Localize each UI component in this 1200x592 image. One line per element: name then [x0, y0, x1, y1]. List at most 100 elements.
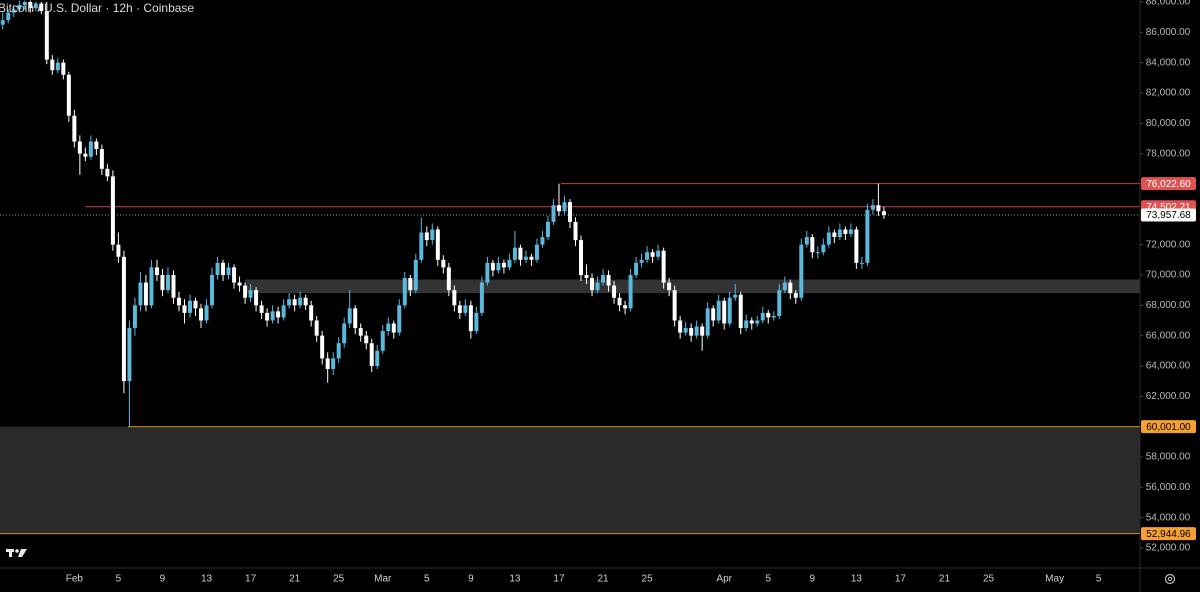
- candle-body: [733, 294, 738, 298]
- candle-body: [276, 311, 281, 318]
- candle-body: [479, 282, 484, 313]
- candle-body: [870, 205, 875, 210]
- candle-body: [204, 305, 209, 321]
- y-tick-label: 86,000.00: [1146, 27, 1191, 38]
- candle-body: [672, 290, 677, 321]
- candle-body: [121, 256, 126, 382]
- x-tick-label: 25: [983, 574, 995, 585]
- x-tick-label: 17: [245, 574, 257, 585]
- y-tick-label: 88,000.00: [1146, 0, 1191, 8]
- candle-body: [193, 300, 198, 309]
- candle-body: [380, 331, 385, 351]
- candle-body: [700, 326, 705, 336]
- candle-body: [496, 262, 501, 271]
- candle-body: [865, 209, 870, 263]
- candle-body: [188, 300, 192, 313]
- candle-body: [364, 335, 369, 344]
- candle-body: [551, 205, 556, 222]
- candle-body: [446, 267, 451, 291]
- candle-body: [507, 259, 512, 268]
- candle-body: [606, 274, 611, 286]
- x-tick-label: 5: [116, 574, 122, 585]
- settings-button[interactable]: [1164, 573, 1176, 585]
- x-tick-label: 21: [289, 574, 301, 585]
- candle-body: [876, 205, 881, 212]
- candle-body: [127, 328, 132, 382]
- y-tick-label: 72,000.00: [1146, 239, 1191, 250]
- y-tick-label: 62,000.00: [1146, 391, 1191, 402]
- candle-body: [22, 1, 27, 6]
- candle-body: [160, 274, 165, 291]
- y-tick-label: 68,000.00: [1146, 300, 1191, 311]
- candle-body: [777, 290, 782, 316]
- candle-body: [474, 312, 479, 332]
- candle-body: [441, 259, 446, 268]
- candle-body: [689, 328, 694, 336]
- x-tick-label: 21: [597, 574, 609, 585]
- candle-body: [83, 153, 88, 157]
- candle-body: [529, 256, 534, 260]
- y-tick-label: 66,000.00: [1146, 330, 1191, 341]
- candle-body: [722, 300, 727, 324]
- x-tick-label: 13: [851, 574, 863, 585]
- y-tick-label: 56,000.00: [1146, 482, 1191, 493]
- y-tick-label: 58,000.00: [1146, 452, 1191, 463]
- zone: [245, 279, 1140, 294]
- candle-body: [6, 12, 11, 21]
- candle-body: [33, 3, 38, 9]
- y-tick-label: 80,000.00: [1146, 118, 1191, 129]
- candle-body: [573, 221, 578, 241]
- candle-body: [171, 274, 176, 298]
- price-label-box: [1141, 177, 1196, 191]
- candle-body: [821, 244, 826, 253]
- candle-body: [314, 320, 319, 336]
- candle-body: [634, 262, 639, 275]
- candle-body: [237, 282, 242, 286]
- candle-body: [601, 274, 606, 283]
- candle-body: [50, 59, 55, 71]
- candle-body: [694, 326, 699, 336]
- candle-body: [738, 294, 743, 329]
- candle-body: [645, 252, 650, 260]
- candle-body: [744, 320, 749, 329]
- candle-body: [545, 221, 550, 238]
- candle-body: [468, 305, 473, 332]
- candle-body: [358, 328, 363, 336]
- candle-body: [804, 237, 809, 245]
- candles: [0, 0, 886, 427]
- candle-body: [799, 244, 804, 298]
- candle-body: [342, 323, 347, 344]
- x-tick-label: 17: [895, 574, 907, 585]
- candle-body: [303, 297, 308, 306]
- zones: [0, 279, 1140, 534]
- candle-body: [232, 267, 237, 283]
- candle-body: [298, 297, 303, 306]
- candle-body: [485, 262, 490, 283]
- candle-body: [132, 305, 137, 329]
- candle-body: [584, 274, 589, 279]
- candle-body: [793, 293, 798, 298]
- candle-body: [110, 176, 115, 245]
- x-tick-label: 5: [1096, 574, 1102, 585]
- candle-body: [243, 285, 248, 298]
- candle-body: [287, 299, 292, 306]
- y-tick-label: 70,000.00: [1146, 270, 1191, 281]
- x-tick-label: Apr: [716, 574, 732, 585]
- candle-body: [595, 282, 600, 291]
- y-tick-label: 52,000.00: [1146, 543, 1191, 554]
- candle-body: [678, 320, 683, 333]
- candle-body: [452, 290, 457, 306]
- x-tick-label: 9: [160, 574, 166, 585]
- candle-body: [254, 290, 259, 306]
- candle-body: [386, 323, 391, 332]
- candle-body: [391, 323, 396, 333]
- candle-body: [837, 229, 842, 238]
- candle-body: [810, 237, 815, 253]
- candle-body: [17, 5, 22, 10]
- candle-body: [88, 141, 93, 157]
- candle-body: [683, 328, 688, 333]
- x-tick-label: 21: [939, 574, 951, 585]
- candle-body: [154, 267, 159, 275]
- price-label: 76,022.60: [1146, 179, 1191, 190]
- x-tick-label: 9: [810, 574, 816, 585]
